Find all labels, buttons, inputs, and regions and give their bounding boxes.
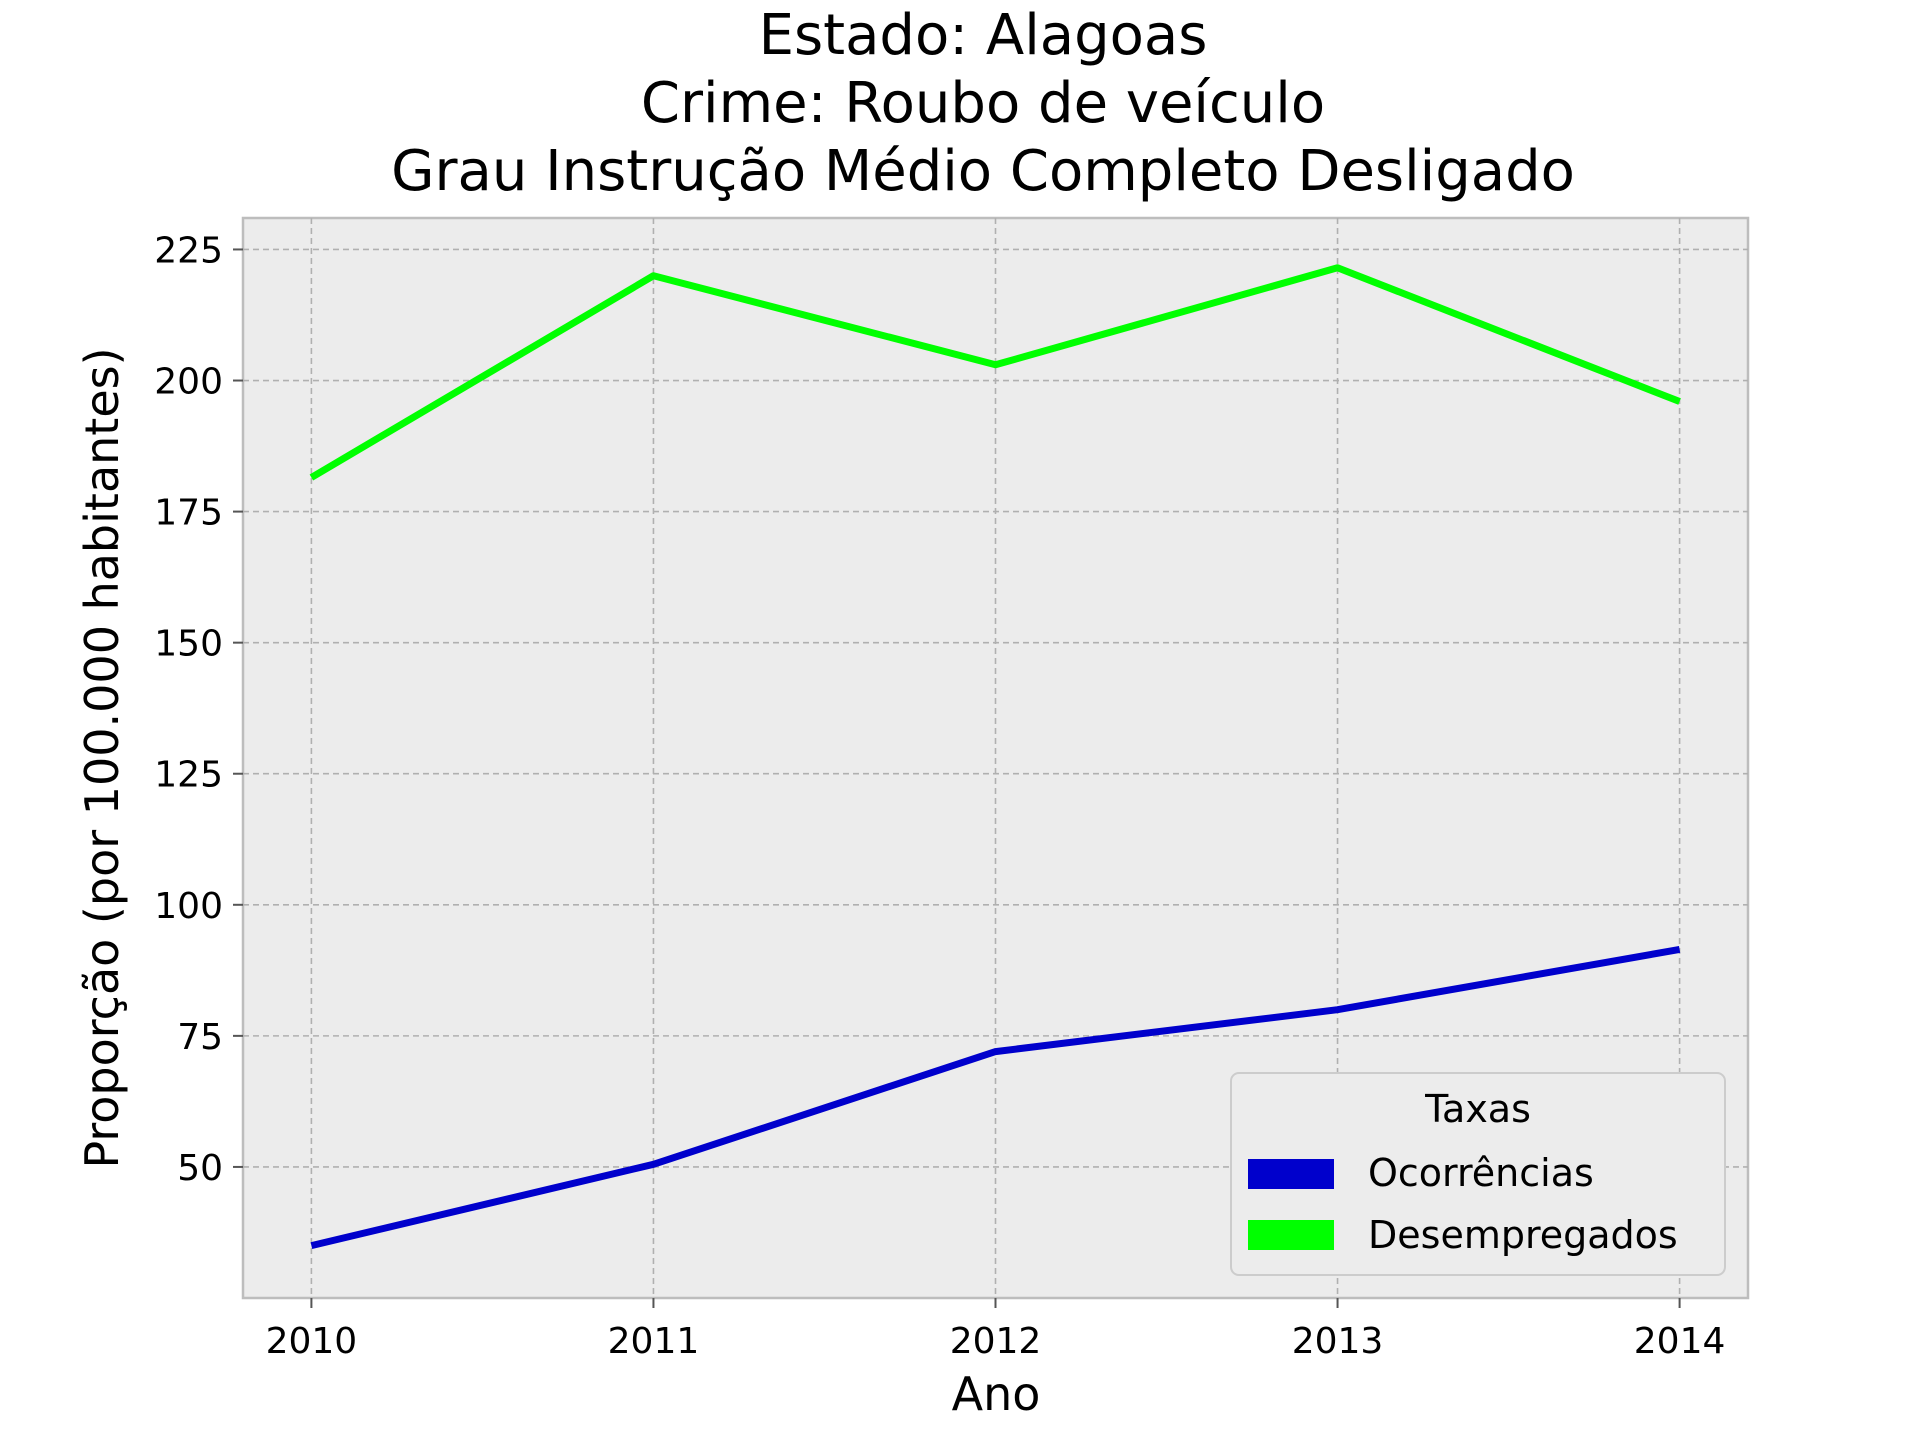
y-tick-label: 75 (177, 1017, 223, 1058)
y-tick-label: 200 (154, 362, 223, 403)
x-tick-label: 2013 (1292, 1321, 1384, 1362)
legend-swatch-desempregados (1248, 1220, 1334, 1250)
series-line-0 (310, 945, 1681, 1250)
y-tick-label: 225 (154, 230, 223, 271)
chart-title-line-2: Crime: Roubo de veículo (641, 71, 1325, 136)
series-line-1 (309, 264, 1681, 481)
series-lines (309, 264, 1681, 1250)
legend-swatch-ocorrencias (1248, 1159, 1334, 1189)
y-tick-label: 100 (154, 886, 223, 927)
x-tick-label: 2014 (1634, 1321, 1726, 1362)
y-tick-label: 175 (154, 493, 223, 534)
legend-box (1230, 1072, 1726, 1276)
y-tick-label: 50 (177, 1148, 223, 1189)
ticks: 2010 2011 2012 2013 2014 50 75 100 125 150 175 200 2… (154, 230, 1725, 1362)
legend-title: Taxas (1424, 1087, 1531, 1131)
legend: Taxas Ocorrências Desempregados (1230, 1072, 1726, 1276)
x-tick-label: 2011 (608, 1321, 700, 1362)
y-tick-label: 125 (154, 755, 223, 796)
chart-title-line-3: Grau Instrução Médio Completo Desligado (391, 139, 1575, 204)
y-tick-label: 150 (154, 624, 223, 665)
x-axis-label: Ano (952, 1367, 1041, 1421)
y-axis-label: Proporção (por 100.000 habitantes) (75, 347, 129, 1168)
x-tick-label: 2010 (266, 1321, 358, 1362)
chart-title-line-1: Estado: Alagoas (759, 3, 1208, 68)
x-tick-label: 2012 (950, 1321, 1042, 1362)
legend-label-desempregados: Desempregados (1368, 1213, 1678, 1257)
legend-label-ocorrencias: Ocorrências (1368, 1151, 1594, 1195)
